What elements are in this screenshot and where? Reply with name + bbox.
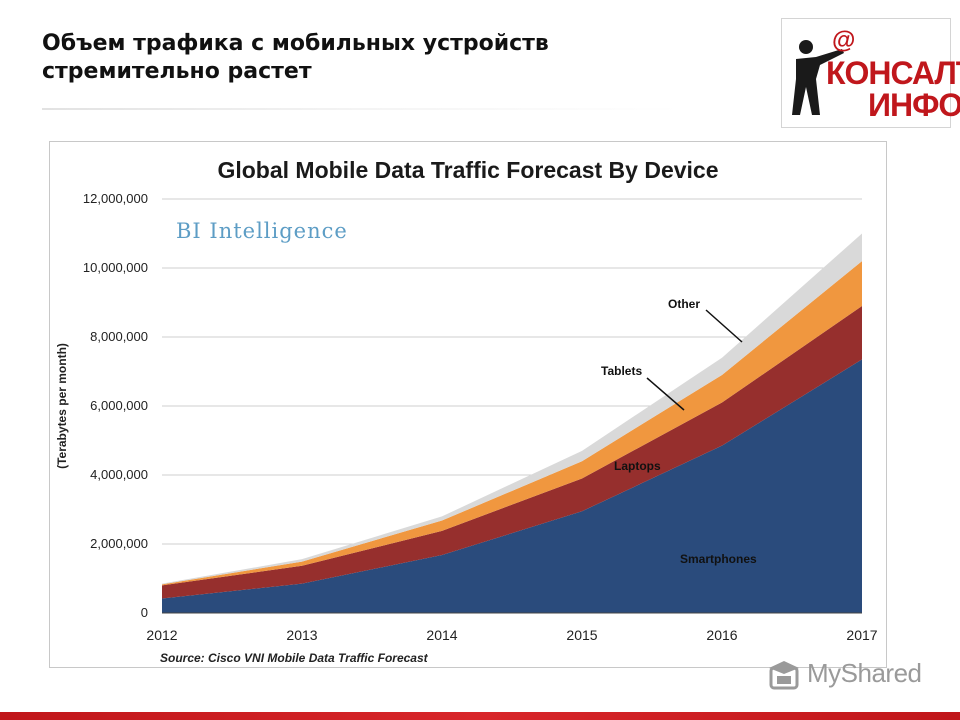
source-note: Source: Cisco VNI Mobile Data Traffic Fo… — [160, 651, 429, 665]
x-tick-label: 2012 — [146, 627, 177, 643]
area-chart: Global Mobile Data Traffic Forecast By D… — [55, 157, 878, 665]
y-tick-label: 4,000,000 — [90, 467, 148, 482]
brand-label: BI Intelligence — [176, 219, 348, 243]
logo-line-1: КОНСАЛТ — [826, 55, 960, 91]
y-tick-label: 10,000,000 — [83, 260, 148, 275]
area-series-smartphones — [162, 359, 862, 613]
series-label-other: Other — [668, 297, 700, 311]
slide-title-line-1: Объем трафика с мобильных устройств — [42, 31, 549, 56]
watermark: MyShared — [767, 656, 927, 692]
slide-title: Объем трафика с мобильных устройств стре… — [42, 30, 742, 86]
company-logo: @ КОНСАЛТ ИНФО — [781, 18, 960, 128]
presenter-figure-icon — [792, 40, 844, 115]
bottom-accent-band — [0, 712, 960, 720]
x-tick-label: 2014 — [426, 627, 457, 643]
title-divider — [42, 108, 682, 110]
logo-line-2: ИНФО — [868, 87, 960, 123]
watermark-text: MyShared — [807, 658, 922, 688]
y-tick-label: 12,000,000 — [83, 191, 148, 206]
series-label-tablets: Tablets — [601, 364, 642, 378]
chart-title: Global Mobile Data Traffic Forecast By D… — [217, 157, 718, 183]
y-tick-label: 2,000,000 — [90, 536, 148, 551]
logo-at-symbol: @ — [832, 27, 855, 54]
x-tick-label: 2017 — [846, 627, 877, 643]
leader-line-tablets — [646, 377, 685, 411]
y-axis-label: (Terabytes per month) — [55, 343, 69, 469]
slide-title-line-2: стремительно растет — [42, 59, 312, 84]
y-tick-label: 0 — [141, 605, 148, 620]
y-tick-label: 6,000,000 — [90, 398, 148, 413]
chart-frame: Global Mobile Data Traffic Forecast By D… — [49, 141, 887, 668]
x-tick-label: 2015 — [566, 627, 597, 643]
leader-line-other — [705, 309, 743, 343]
y-tick-label: 8,000,000 — [90, 329, 148, 344]
x-tick-label: 2013 — [286, 627, 317, 643]
x-tick-label: 2016 — [706, 627, 737, 643]
mortarboard-icon — [769, 661, 799, 690]
series-label-smartphones: Smartphones — [680, 552, 757, 566]
series-label-laptops: Laptops — [614, 459, 661, 473]
